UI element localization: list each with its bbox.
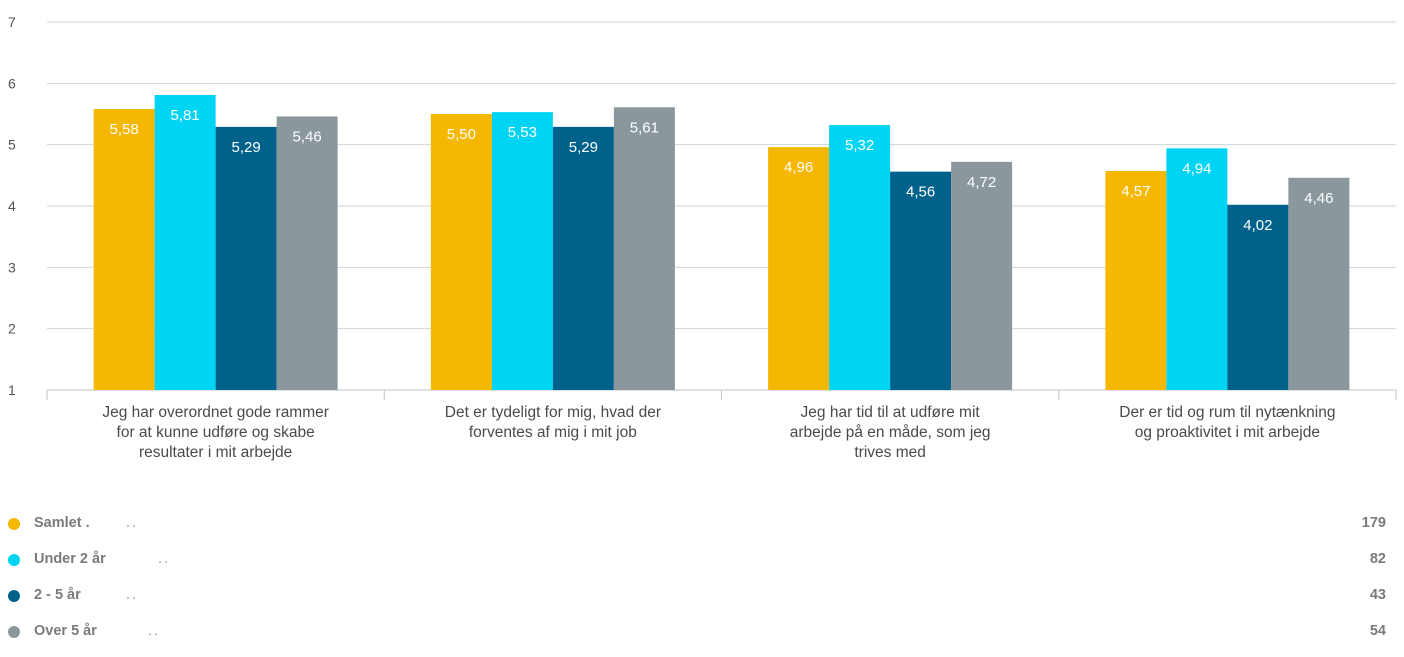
category-label-line: trives med — [854, 444, 926, 461]
legend-dot-leader: .. — [148, 623, 161, 639]
bar — [154, 94, 216, 390]
legend-count: 82 — [1369, 551, 1386, 567]
bar — [1166, 148, 1228, 390]
data-label: 4,72 — [967, 174, 996, 191]
bar — [552, 126, 614, 390]
bar — [768, 147, 830, 390]
category-label-line: Det er tydeligt for mig, hvad der — [444, 404, 661, 421]
data-label: 4,57 — [1121, 183, 1150, 200]
y-tick-label: 4 — [8, 198, 16, 214]
legend-label: 2 - 5 år — [34, 587, 81, 603]
bar — [890, 171, 952, 390]
bar — [829, 125, 891, 390]
bar — [951, 161, 1013, 390]
bar — [215, 126, 277, 390]
legend-dot-leader: .. — [158, 551, 171, 567]
data-label: 5,46 — [293, 128, 322, 145]
category-label-line: for at kunne udføre og skabe — [116, 424, 315, 441]
legend-count: 179 — [1361, 515, 1386, 531]
category-label-line: resultater i mit arbejde — [138, 444, 293, 461]
legend-dot-icon — [8, 554, 20, 566]
category-label-line: Jeg har tid til at udføre mit — [800, 404, 980, 421]
data-label: 5,29 — [232, 139, 261, 156]
data-label: 5,81 — [171, 107, 200, 124]
data-label: 4,56 — [906, 184, 935, 201]
legend-dot-icon — [8, 626, 20, 638]
category-label-line: forventes af mig i mit job — [468, 424, 637, 441]
category-label: Jeg har overordnet gode rammer for at kun… — [66, 403, 366, 463]
bar — [1288, 177, 1350, 390]
category-label: Det er tydeligt for mig, hvad der forvent… — [403, 403, 703, 443]
data-label: 5,32 — [845, 137, 874, 154]
data-label: 5,53 — [508, 124, 537, 141]
data-label: 4,02 — [1243, 217, 1272, 234]
legend-label: Over 5 år — [34, 623, 97, 639]
y-tick-label: 2 — [8, 321, 16, 337]
legend-dot-leader: .. — [126, 587, 139, 603]
y-tick-label: 6 — [8, 75, 16, 91]
legend-count: 43 — [1369, 587, 1386, 603]
bar-chart: 1 2 3 4 5 6 7 5,58 5,81 5,29 5,46 5,50 5,53 5,29 5,61 4… — [8, 14, 1397, 400]
y-tick-label: 1 — [8, 382, 16, 398]
category-label: Der er tid og rum til nytænkning og proak… — [1077, 403, 1377, 443]
category-label-line: Jeg har overordnet gode rammer — [102, 404, 329, 421]
y-tick-label: 7 — [8, 14, 16, 30]
bar — [491, 112, 553, 390]
legend-item[interactable]: Under 2 år.. 82 — [8, 550, 1386, 570]
legend-dot-leader: .. — [126, 515, 139, 531]
bar — [613, 107, 675, 391]
category-label-line: Der er tid og rum til nytænkning — [1119, 404, 1336, 421]
data-label: 5,29 — [569, 139, 598, 156]
legend-item[interactable]: Samlet ... 179 — [8, 514, 1386, 534]
legend-dot-icon — [8, 590, 20, 602]
data-label: 5,61 — [630, 119, 659, 136]
bar — [430, 114, 492, 390]
bar — [93, 109, 155, 391]
legend-dot-icon — [8, 518, 20, 530]
legend-label: Samlet . — [34, 515, 90, 531]
data-label: 5,58 — [110, 121, 139, 138]
bar — [1227, 204, 1289, 390]
legend-label: Under 2 år — [34, 551, 106, 567]
category-label: Jeg har tid til at udføre mit arbejde på … — [740, 403, 1040, 463]
legend-item[interactable]: 2 - 5 år.. 43 — [8, 586, 1386, 606]
data-label: 5,50 — [447, 126, 476, 143]
legend-item[interactable]: Over 5 år.. 54 — [8, 622, 1386, 642]
category-label-line: og proaktivitet i mit arbejde — [1134, 424, 1320, 441]
y-tick-label: 3 — [8, 259, 16, 275]
y-tick-label: 5 — [8, 137, 16, 153]
data-label: 4,96 — [784, 159, 813, 176]
bar — [1105, 171, 1167, 390]
legend-count: 54 — [1369, 623, 1386, 639]
data-label: 4,94 — [1182, 160, 1211, 177]
category-label-line: arbejde på en måde, som jeg — [789, 424, 991, 441]
bar — [276, 116, 338, 390]
data-label: 4,46 — [1304, 190, 1333, 207]
